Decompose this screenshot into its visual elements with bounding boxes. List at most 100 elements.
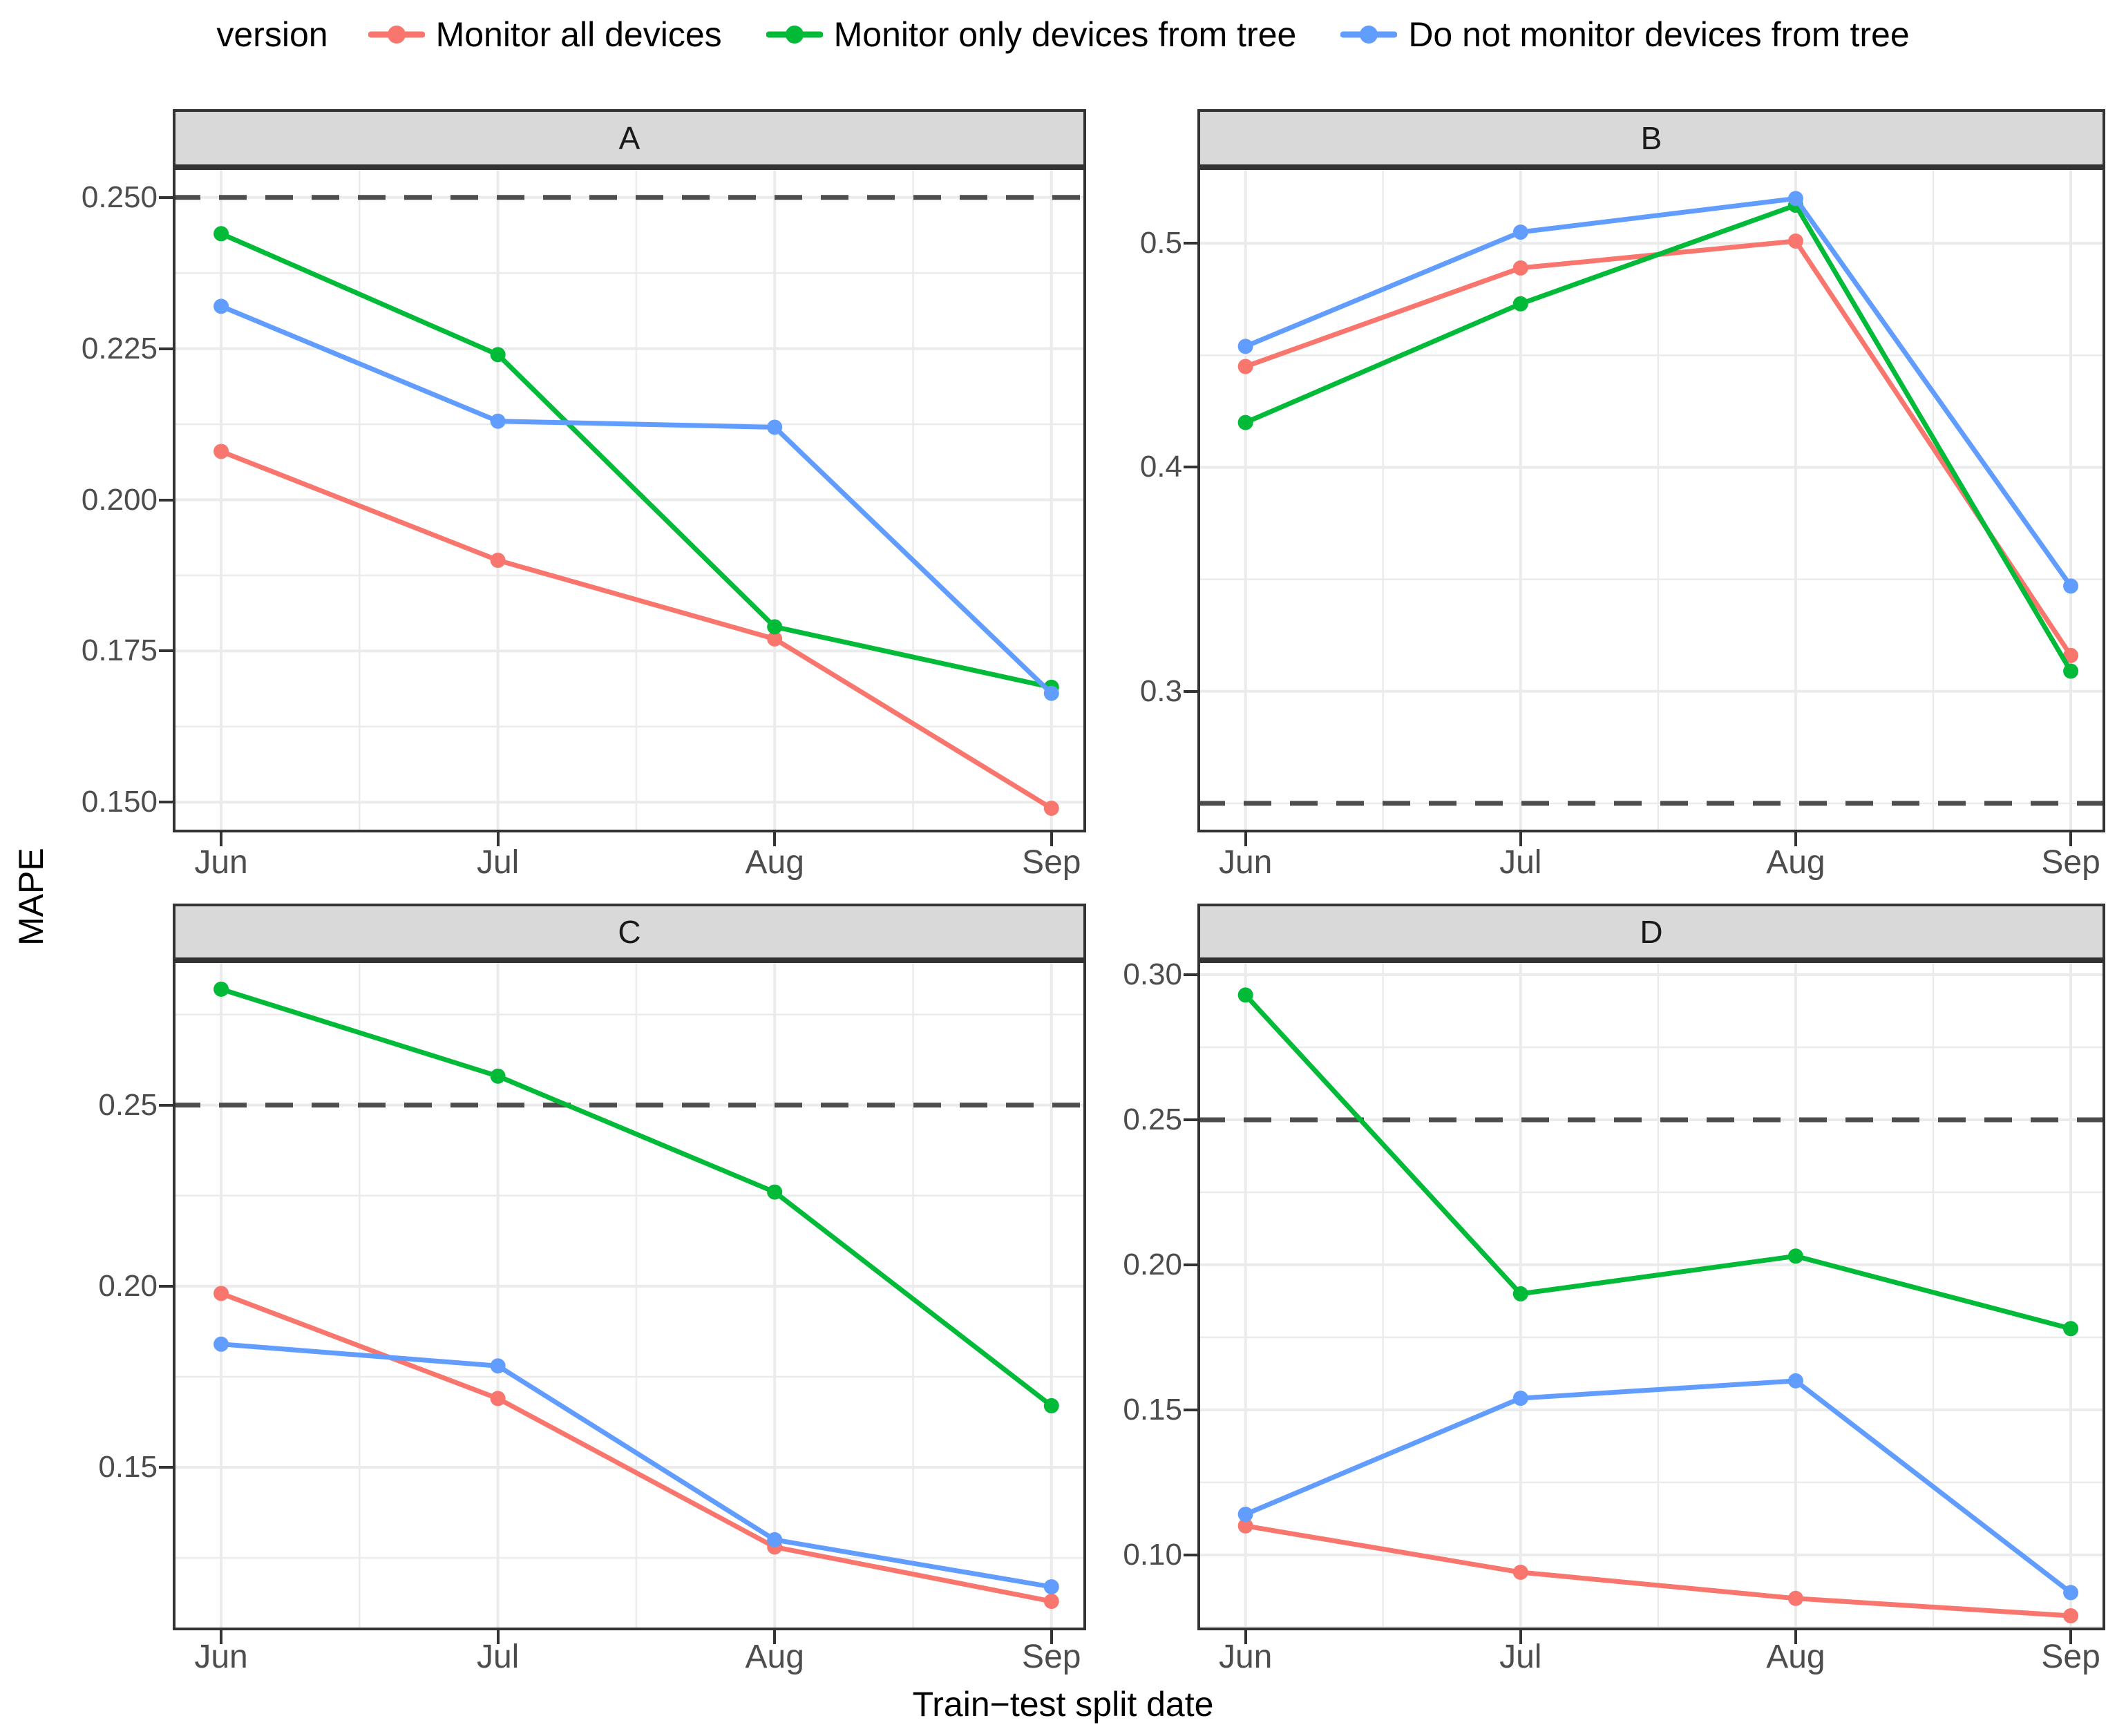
x-tick-mark [496,832,500,846]
x-tick-mark [773,832,777,846]
x-tick-mark [1244,832,1247,846]
x-tick-label: Jun [1218,844,1273,881]
y-tick-label: 0.25 [98,1087,158,1122]
x-tick-label: Sep [1022,844,1081,881]
x-tick-label: Jun [194,1639,248,1675]
legend: version Monitor all devices Monitor only … [0,0,2126,69]
data-point [767,631,783,647]
y-tick-label: 0.30 [1123,957,1182,991]
y-tick-mark [1184,1408,1197,1411]
series-line [1243,1378,2073,1595]
data-point [213,981,229,997]
x-tick-label: Jul [476,844,520,881]
y-tick-label: 0.25 [1123,1102,1182,1136]
series-line [1243,195,2073,589]
data-point [490,1068,506,1084]
series-line [218,986,1054,1409]
y-tick-label: 0.20 [98,1268,158,1303]
x-tick-mark [1794,832,1797,846]
data-point [767,1184,783,1200]
y-tick-label: 0.200 [81,482,158,517]
data-point [213,298,229,314]
data-point [490,1358,506,1374]
data-point [213,1286,229,1301]
y-tick-label: 0.15 [1123,1392,1182,1427]
y-tick-mark [159,1103,173,1107]
y-tick-mark [1184,973,1197,976]
data-point [1043,1398,1059,1413]
data-point [213,1336,229,1352]
data-point [1787,1373,1803,1389]
y-tick-label: 0.5 [1139,226,1182,260]
data-point [1237,359,1253,374]
facet-strip-C: C [173,904,1086,960]
series-line [218,303,1054,696]
x-tick-mark [496,1630,500,1644]
y-axis-title: MAPE [12,848,50,946]
y-tick-mark [1184,1118,1197,1121]
y-tick-label: 0.20 [1123,1247,1182,1281]
x-tick-label: Sep [1022,1639,1081,1675]
x-tick-label: Jul [1499,844,1542,881]
data-point [1512,296,1528,312]
data-point [1043,1579,1059,1595]
y-tick-label: 0.10 [1123,1537,1182,1572]
data-point [490,553,506,569]
legend-item: Monitor only devices from tree [766,15,1296,55]
panel-plot-area-D [1197,960,2105,1630]
y-tick-mark [159,498,173,502]
data-point [2063,663,2079,679]
x-tick-mark [1519,832,1522,846]
y-tick-mark [159,347,173,350]
legend-item-label: Do not monitor devices from tree [1408,15,1910,54]
data-point [1237,987,1253,1003]
x-tick-mark [220,832,223,846]
x-tick-label: Aug [745,844,804,881]
data-point [213,443,229,459]
y-tick-mark [1184,242,1197,245]
data-point [1512,1286,1528,1301]
panel-plot-area-B [1197,167,2105,832]
data-point [1237,414,1253,430]
x-tick-mark [773,1630,777,1644]
facet-strip-D: D [1197,904,2105,960]
y-tick-mark [1184,1553,1197,1556]
series-line [1243,992,2073,1331]
data-point [1787,1248,1803,1264]
data-point [1043,800,1059,816]
data-point [767,1532,783,1547]
data-point [1237,338,1253,354]
data-point [1512,1391,1528,1406]
y-tick-label: 0.4 [1139,450,1182,484]
data-point [1043,685,1059,701]
data-point [2063,1321,2079,1337]
x-tick-label: Sep [2041,844,2100,881]
x-tick-mark [2069,832,2073,846]
facet-strip-A: A [173,109,1086,167]
x-axis-title: Train−test split date [912,1685,1214,1724]
series-line [218,1342,1054,1590]
series-line [218,1290,1054,1604]
legend-key-line-point-icon [1340,26,1398,44]
x-tick-label: Jun [1218,1639,1273,1675]
x-tick-mark [220,1630,223,1644]
y-tick-mark [159,195,173,199]
y-tick-mark [1184,466,1197,469]
y-tick-mark [159,1284,173,1288]
x-tick-mark [1050,832,1053,846]
x-tick-mark [1794,1630,1797,1644]
facet-strip-B: B [1197,109,2105,167]
legend-key-line-point-icon [766,26,823,44]
x-tick-label: Jul [1499,1639,1542,1675]
x-tick-mark [1050,1630,1053,1644]
y-tick-mark [1184,689,1197,693]
data-point [1512,260,1528,276]
legend-key-line-point-icon [368,26,425,44]
data-point [767,419,783,435]
data-point [1237,1507,1253,1523]
data-point [2063,578,2079,594]
data-point [1787,1590,1803,1606]
y-tick-label: 0.250 [81,180,158,214]
legend-item: Monitor all devices [368,15,722,55]
x-tick-label: Aug [1766,1639,1825,1675]
